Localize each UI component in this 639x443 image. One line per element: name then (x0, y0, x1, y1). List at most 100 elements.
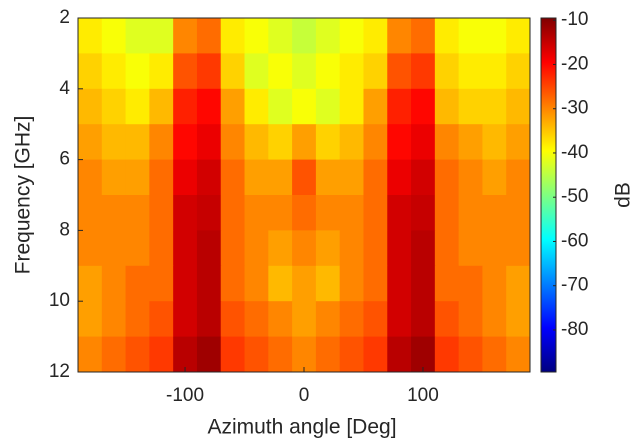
heatmap-cell (363, 230, 388, 267)
heatmap-cell (363, 195, 388, 231)
heatmap-cell (506, 18, 531, 54)
heatmap-cell (292, 159, 317, 196)
heatmap-cell (434, 230, 460, 267)
heatmap-cell (244, 124, 269, 161)
y-tick-label: 10 (49, 290, 70, 311)
heatmap-cell (458, 124, 483, 161)
heatmap-cell (244, 53, 269, 90)
heatmap-cell (315, 265, 341, 302)
heatmap-cell (315, 301, 341, 338)
heatmap-cell (173, 53, 198, 90)
heatmap-cell (268, 159, 293, 196)
heatmap-cell (458, 53, 483, 90)
colorbar-tick-label: -70 (561, 275, 588, 296)
colorbar-tick-label: -20 (561, 53, 588, 74)
heatmap-cell (78, 124, 103, 161)
heatmap-cell (78, 230, 103, 267)
heatmap-cell (220, 53, 246, 90)
heatmap-cell (173, 230, 198, 267)
heatmap-cell (363, 53, 388, 90)
heatmap-cell (482, 88, 507, 125)
heatmap-cell (506, 265, 531, 302)
heatmap-cell (339, 230, 364, 267)
heatmap-cell (482, 53, 507, 90)
heatmap-cell (220, 124, 246, 161)
heatmap-cell (292, 336, 317, 373)
heatmap-cell (268, 301, 293, 338)
heatmap-cell (482, 265, 507, 302)
colorbar-tick-label: -80 (561, 319, 588, 340)
heatmap-cell (173, 265, 198, 302)
heatmap-cell (78, 18, 103, 54)
heatmap-cell (220, 301, 246, 338)
heatmap-cell (315, 18, 341, 54)
heatmap-cell (506, 301, 531, 338)
heatmap-cell (387, 336, 412, 373)
heatmap-cell (506, 195, 531, 231)
heatmap-cell (149, 159, 174, 196)
heatmap-cell (315, 230, 341, 267)
heatmap-cell (125, 265, 150, 302)
x-tick-label: -100 (166, 385, 204, 406)
heatmap-cell (244, 230, 269, 267)
heatmap-cell (434, 336, 460, 373)
heatmap-cell (387, 18, 412, 54)
heatmap-cell (482, 159, 507, 196)
heatmap-cell (434, 124, 460, 161)
y-tick-label: 6 (59, 149, 70, 170)
heatmap-cell (101, 159, 127, 196)
heatmap-cell (482, 301, 507, 338)
heatmap-cell (315, 124, 341, 161)
heatmap-cell (292, 18, 317, 54)
heatmap-cell (339, 301, 364, 338)
heatmap-cell (244, 336, 269, 373)
heatmap-cell (363, 124, 388, 161)
heatmap-cell (220, 159, 246, 196)
heatmap-cell (458, 195, 483, 231)
heatmap-cell (387, 265, 412, 302)
heatmap-cell (173, 159, 198, 196)
heatmap-cell (196, 124, 222, 161)
heatmap-cell (244, 18, 269, 54)
heatmap-cell (387, 195, 412, 231)
heatmap-cell (196, 195, 222, 231)
heatmap-cell (173, 88, 198, 125)
heatmap-cell (268, 265, 293, 302)
heatmap-cell (339, 88, 364, 125)
heatmap-cell (78, 159, 103, 196)
heatmap-cell (244, 265, 269, 302)
heatmap-cell (506, 336, 531, 373)
heatmap-cell (244, 88, 269, 125)
heatmap-cell (411, 265, 436, 302)
heatmap-cell (149, 18, 174, 54)
heatmap-cell (434, 301, 460, 338)
x-tick-label: 100 (407, 385, 439, 406)
y-tick-label: 8 (59, 219, 70, 240)
heatmap-cell (339, 336, 364, 373)
heatmap-cell (411, 301, 436, 338)
heatmap-cell (482, 124, 507, 161)
heatmap-cell (387, 124, 412, 161)
heatmap-cell (292, 230, 317, 267)
heatmap-cell (244, 195, 269, 231)
heatmap-cell (387, 88, 412, 125)
heatmap-cell (387, 230, 412, 267)
heatmap-cell (458, 18, 483, 54)
heatmap-cell (125, 230, 150, 267)
heatmap-cell (173, 124, 198, 161)
heatmap-cell (506, 230, 531, 267)
heatmap-cell (220, 195, 246, 231)
heatmap-cell (101, 53, 127, 90)
colorbar-tick-label: -10 (561, 9, 588, 30)
heatmap-cell (363, 18, 388, 54)
heatmap-cell (220, 230, 246, 267)
colorbar-tick-label: -60 (561, 230, 588, 251)
heatmap-cell (434, 195, 460, 231)
heatmap-cell (78, 195, 103, 231)
heatmap-cell (78, 53, 103, 90)
colorbar (540, 17, 557, 373)
heatmap-cell (220, 18, 246, 54)
colorbar-tick-label: -40 (561, 142, 588, 163)
heatmap-cell (196, 265, 222, 302)
heatmap-cell (149, 336, 174, 373)
